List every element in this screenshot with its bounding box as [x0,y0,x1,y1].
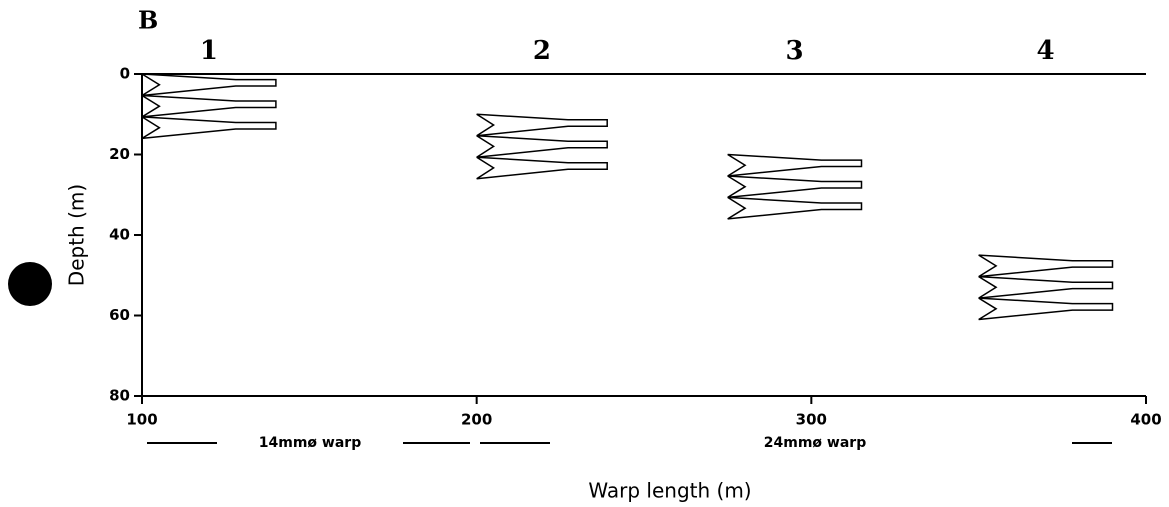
net-label: 3 [786,36,804,66]
net [142,74,276,138]
y-tick-label: 80 [109,387,130,405]
y-tick-label: 20 [109,145,130,163]
marker-dot [8,262,52,306]
warp-annotation: 24mmø warp [764,435,866,451]
net [979,255,1113,319]
x-tick-label: 200 [461,411,492,429]
y-tick-label: 40 [109,226,130,244]
net-label: 1 [200,36,218,66]
net-label: 4 [1037,36,1055,66]
x-axis-title: Warp length (m) [588,479,751,503]
y-axis-title: Depth (m) [65,184,89,286]
net-label: 2 [533,36,551,66]
y-tick-label: 60 [109,306,130,324]
warp-annotation: 14mmø warp [259,435,361,451]
chart: B Warp length (m) Depth (m) 14mmø warp 2… [0,0,1169,507]
panel-label: B [138,6,158,35]
x-tick-label: 100 [126,411,157,429]
x-tick-label: 400 [1130,411,1161,429]
y-tick-label: 0 [120,65,130,83]
x-tick-label: 300 [796,411,827,429]
net [477,114,608,178]
net [728,155,862,219]
